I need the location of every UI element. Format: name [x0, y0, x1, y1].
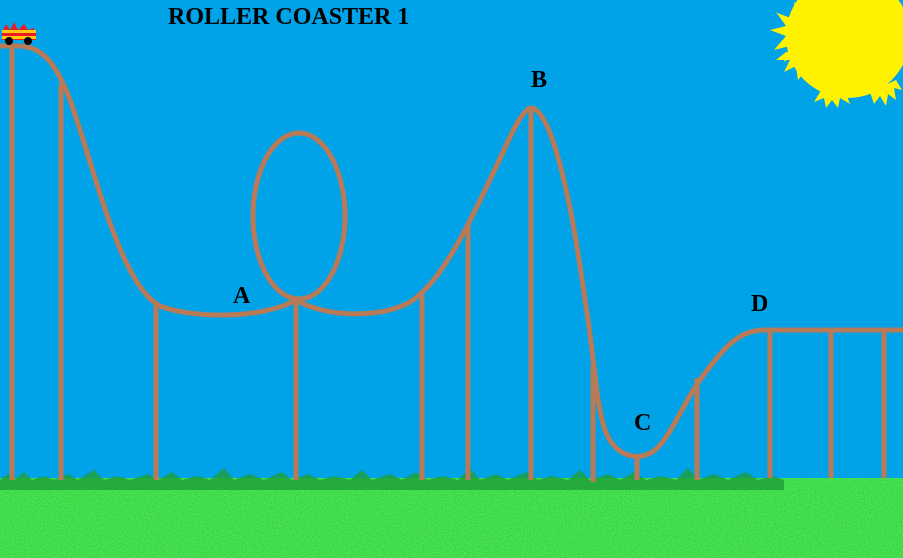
point-label-c: C [634, 410, 652, 436]
track-loop [250, 130, 348, 302]
support-posts [9, 44, 887, 482]
point-label-a: A [233, 283, 251, 309]
point-label-b: B [531, 67, 548, 93]
point-label-d: D [751, 291, 769, 317]
track [0, 43, 903, 459]
roller-coaster-car [2, 22, 36, 45]
car-wheel [5, 37, 13, 45]
grass [0, 468, 903, 558]
car-wheel [24, 37, 32, 45]
track-path [0, 43, 903, 459]
page-title: ROLLER COASTER 1 [168, 4, 410, 30]
sun [770, 0, 903, 108]
